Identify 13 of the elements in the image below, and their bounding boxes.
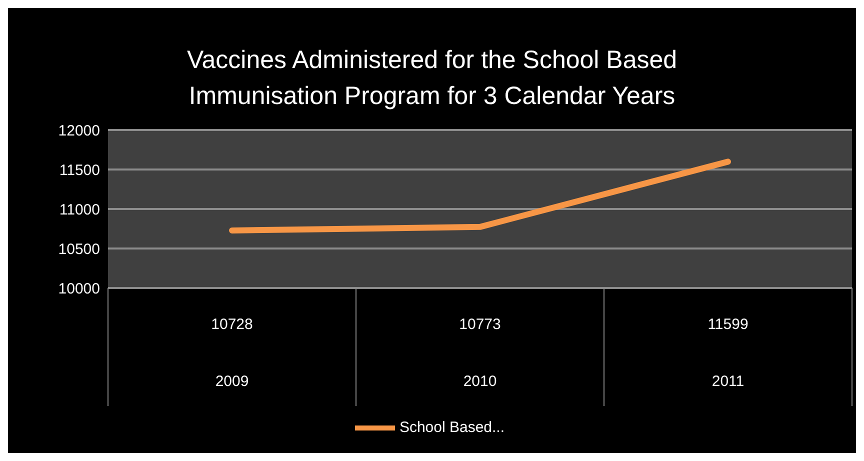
data-label: 10728 xyxy=(211,316,253,333)
y-tick-label: 10000 xyxy=(58,280,100,298)
y-tick-label: 10500 xyxy=(58,240,100,258)
legend-label: School Based... xyxy=(399,419,505,436)
data-label: 10773 xyxy=(459,316,501,333)
y-tick-label: 11000 xyxy=(59,201,100,218)
x-tick-label: 2009 xyxy=(215,373,249,390)
data-label: 11599 xyxy=(708,316,748,333)
x-tick-label: 2011 xyxy=(712,373,744,390)
y-tick-label: 11500 xyxy=(59,162,100,179)
y-tick-label: 12000 xyxy=(58,122,100,140)
chart-title: Vaccines Administered for the School Based Immunisation Program for 3 Calendar Years xyxy=(186,45,678,112)
x-tick-label: 2010 xyxy=(463,373,497,390)
